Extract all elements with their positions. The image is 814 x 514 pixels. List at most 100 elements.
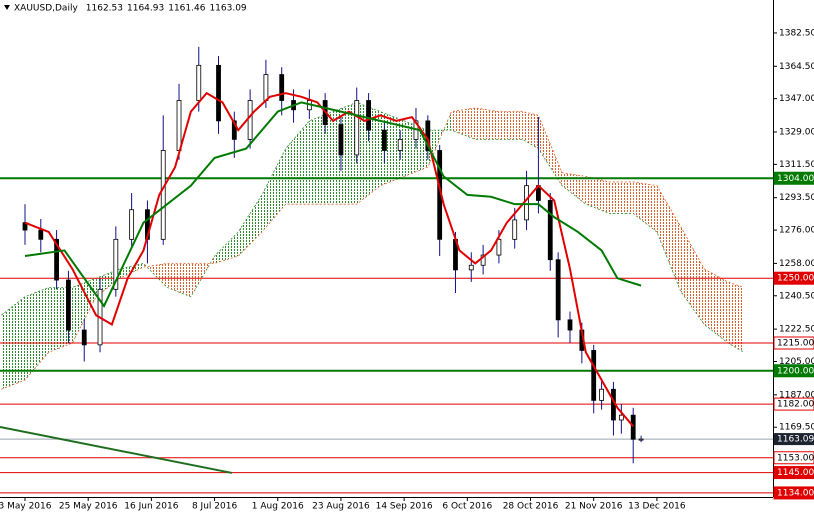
indicator-line bbox=[24, 101, 642, 308]
cloud-segment bbox=[498, 111, 523, 140]
level-label: 1250.00 bbox=[777, 274, 814, 284]
level-label: 1134.00 bbox=[777, 488, 814, 498]
level-label: 1215.00 bbox=[777, 338, 814, 348]
cloud-segment bbox=[214, 231, 239, 264]
y-tick-label: 1187.00 bbox=[779, 390, 814, 400]
level-label-bg bbox=[773, 451, 814, 465]
cloud-segment bbox=[656, 185, 681, 292]
x-tick-label: 16 Jun 2016 bbox=[124, 502, 178, 512]
y-tick-label: 1205.00 bbox=[779, 357, 814, 367]
cloud-segment bbox=[633, 181, 657, 232]
candle-body bbox=[66, 279, 71, 331]
y-tick-label: 1258.00 bbox=[779, 259, 814, 269]
level-label-bg bbox=[773, 466, 814, 480]
candle-body bbox=[38, 229, 44, 240]
level-label-bg bbox=[773, 486, 814, 500]
cloud-edge bbox=[1, 107, 744, 390]
level-label-bg bbox=[773, 171, 814, 185]
cloud-segment bbox=[24, 287, 49, 381]
candle-body bbox=[524, 185, 529, 221]
cloud-segment bbox=[704, 268, 728, 343]
y-tick-label: 1276.00 bbox=[779, 226, 814, 236]
candle-body bbox=[54, 238, 59, 281]
ohlc-value: 1164.93 bbox=[127, 4, 164, 14]
x-tick-label: 13 Dec 2016 bbox=[628, 502, 686, 512]
candle-body bbox=[338, 124, 344, 156]
cloud-segment bbox=[585, 176, 610, 214]
level-label: 1182.00 bbox=[777, 400, 814, 410]
x-tick-label: 23 Aug 2016 bbox=[312, 502, 370, 512]
y-tick-label: 1169.50 bbox=[779, 423, 814, 433]
y-tick-label: 1364.50 bbox=[779, 62, 814, 72]
cloud-segment bbox=[727, 281, 744, 353]
candle-body bbox=[599, 388, 604, 401]
candle-body bbox=[480, 254, 486, 266]
cloud-segment bbox=[538, 115, 563, 186]
ohlc-value: 1161.46 bbox=[168, 4, 205, 14]
candle-body bbox=[496, 238, 502, 256]
cloud-segment bbox=[285, 120, 310, 205]
level-label-bg bbox=[773, 336, 814, 350]
cloud-segment bbox=[562, 172, 586, 205]
cloud-segment bbox=[238, 194, 262, 256]
cloud-segment bbox=[522, 111, 539, 149]
level-label-bg bbox=[773, 397, 814, 411]
x-tick-label: 1 Aug 2016 bbox=[252, 502, 304, 512]
level-label: 1200.00 bbox=[777, 366, 814, 376]
candle-body bbox=[160, 150, 166, 240]
y-tick-label: 1347.00 bbox=[779, 94, 814, 104]
x-tick-label: 25 May 2016 bbox=[59, 502, 118, 512]
y-tick-label: 1240.50 bbox=[779, 291, 814, 301]
price-label: 1163.09 bbox=[777, 435, 814, 445]
x-tick-label: 8 Jul 2016 bbox=[192, 502, 237, 512]
x-tick-label: 14 Sep 2016 bbox=[376, 502, 433, 512]
candle-body bbox=[231, 120, 237, 140]
candle-body bbox=[366, 100, 371, 131]
candle-body bbox=[196, 64, 202, 101]
candle-body bbox=[567, 319, 573, 331]
y-tick-label: 1293.50 bbox=[779, 193, 814, 203]
candle-body bbox=[279, 74, 285, 101]
y-tick-label: 1222.50 bbox=[779, 325, 814, 335]
candle-body bbox=[555, 259, 561, 321]
cloud-segment bbox=[680, 226, 705, 325]
x-tick-label: 6 Oct 2016 bbox=[442, 502, 492, 512]
candle-body bbox=[113, 238, 119, 290]
ohlc-value: 1162.53 bbox=[86, 4, 123, 14]
symbol: XAUUSD,Daily bbox=[14, 4, 78, 14]
level-label-bg bbox=[773, 271, 814, 285]
cloud-segment bbox=[261, 148, 286, 232]
candle-body bbox=[638, 438, 644, 441]
cloud-segment bbox=[475, 107, 499, 140]
candle-body bbox=[176, 100, 182, 151]
y-tick-label: 1311.50 bbox=[779, 160, 814, 170]
cloud-segment bbox=[451, 107, 476, 140]
ohlc-value: 1163.09 bbox=[209, 4, 246, 14]
cloud-segment bbox=[143, 263, 168, 288]
cloud-segment bbox=[309, 111, 334, 205]
candle-body bbox=[547, 200, 553, 261]
candle-body bbox=[591, 349, 597, 401]
y-tick-label: 1329.00 bbox=[779, 127, 814, 137]
candle-body bbox=[618, 414, 624, 421]
candle-body bbox=[247, 100, 253, 140]
x-tick-label: 21 Nov 2016 bbox=[565, 502, 623, 512]
trendline bbox=[0, 426, 233, 474]
candle-body bbox=[468, 264, 474, 271]
cloud-segment bbox=[609, 181, 634, 214]
y-tick-label: 1382.50 bbox=[779, 28, 814, 38]
candle-body bbox=[354, 100, 360, 156]
candle-body bbox=[630, 414, 636, 440]
cloud-edge bbox=[1, 101, 744, 353]
candle-body bbox=[381, 129, 387, 151]
candle-body bbox=[129, 209, 135, 240]
level-label-bg bbox=[773, 364, 814, 378]
level-label: 1304.00 bbox=[777, 174, 814, 184]
x-tick-label: 3 May 2016 bbox=[0, 502, 52, 512]
menu-arrow[interactable] bbox=[4, 5, 10, 10]
indicator-line bbox=[24, 91, 634, 427]
x-tick-label: 28 Oct 2016 bbox=[503, 502, 559, 512]
candle-body bbox=[216, 64, 221, 122]
level-label: 1153.00 bbox=[777, 453, 814, 463]
